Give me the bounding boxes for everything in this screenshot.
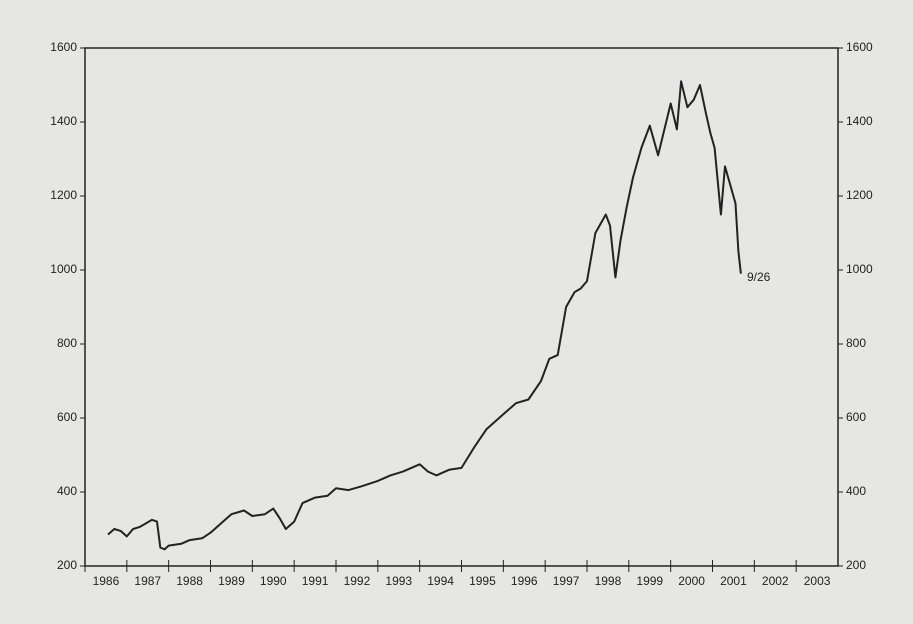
y-tick-label: 1400 bbox=[50, 114, 77, 128]
y2-tick-label: 1000 bbox=[846, 262, 873, 276]
x-tick-label: 1988 bbox=[176, 574, 203, 588]
x-tick-label: 1987 bbox=[134, 574, 161, 588]
x-tick-label: 2003 bbox=[804, 574, 831, 588]
x-tick-label: 2002 bbox=[762, 574, 789, 588]
y-tick-label: 1000 bbox=[50, 262, 77, 276]
y2-tick-label: 200 bbox=[846, 558, 866, 572]
y-tick-label: 800 bbox=[57, 336, 77, 350]
x-tick-label: 1986 bbox=[93, 574, 120, 588]
price-line bbox=[107, 80, 742, 551]
x-tick-label: 1990 bbox=[260, 574, 287, 588]
x-tick-label: 1999 bbox=[636, 574, 663, 588]
y-tick-label: 200 bbox=[57, 558, 77, 572]
y2-tick-label: 1400 bbox=[846, 114, 873, 128]
x-tick-label: 1998 bbox=[595, 574, 622, 588]
x-tick-label: 2001 bbox=[720, 574, 747, 588]
annotation: 9/26 bbox=[747, 270, 771, 284]
y2-tick-label: 1600 bbox=[846, 40, 873, 54]
y2-tick-label: 1200 bbox=[846, 188, 873, 202]
y2-tick-label: 800 bbox=[846, 336, 866, 350]
y-tick-label: 1200 bbox=[50, 188, 77, 202]
y-tick-label: 600 bbox=[57, 410, 77, 424]
x-tick-label: 1989 bbox=[218, 574, 245, 588]
x-tick-label: 1991 bbox=[302, 574, 329, 588]
y2-tick-label: 400 bbox=[846, 484, 866, 498]
y2-tick-label: 600 bbox=[846, 410, 866, 424]
x-tick-label: 1997 bbox=[553, 574, 580, 588]
x-tick-label: 1992 bbox=[344, 574, 371, 588]
x-tick-label: 1994 bbox=[427, 574, 454, 588]
x-tick-label: 1993 bbox=[385, 574, 412, 588]
x-tick-label: 1995 bbox=[469, 574, 496, 588]
y-tick-label: 1600 bbox=[50, 40, 77, 54]
x-tick-label: 2000 bbox=[678, 574, 705, 588]
x-tick-label: 1996 bbox=[511, 574, 538, 588]
y-tick-label: 400 bbox=[57, 484, 77, 498]
plot-frame bbox=[84, 47, 839, 567]
